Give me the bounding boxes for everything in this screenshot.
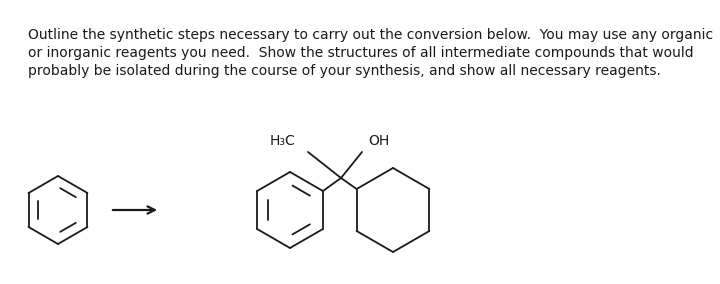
Text: or inorganic reagents you need.  Show the structures of all intermediate compoun: or inorganic reagents you need. Show the… xyxy=(28,46,693,60)
Text: OH: OH xyxy=(368,134,390,148)
Text: probably be isolated during the course of your synthesis, and show all necessary: probably be isolated during the course o… xyxy=(28,64,661,78)
Text: Outline the synthetic steps necessary to carry out the conversion below.  You ma: Outline the synthetic steps necessary to… xyxy=(28,28,713,42)
Text: H₃C: H₃C xyxy=(269,134,295,148)
